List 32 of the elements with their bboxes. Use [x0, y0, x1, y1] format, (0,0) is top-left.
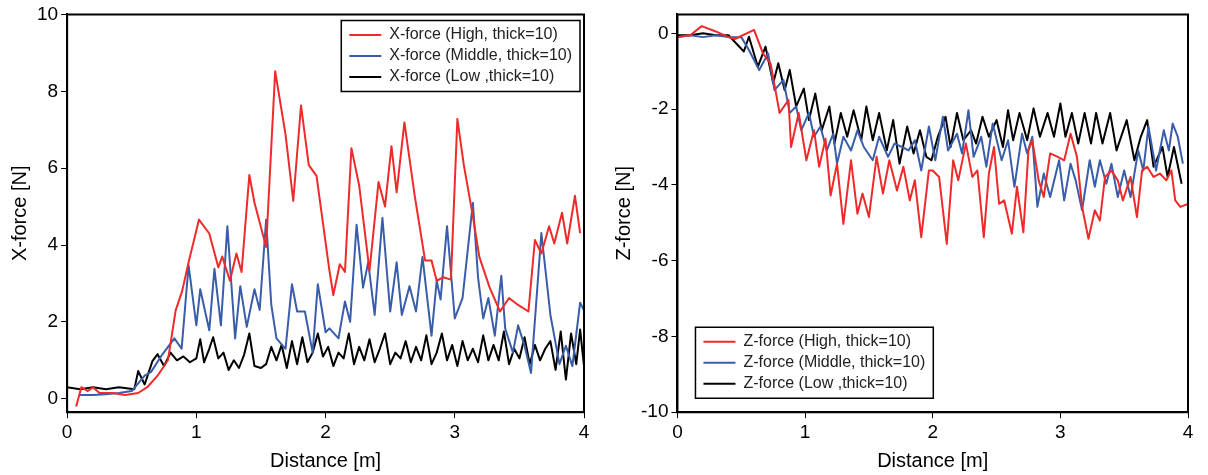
- y-tick-label: -6: [651, 248, 669, 270]
- y-tick-label: 10: [36, 2, 59, 24]
- legend-label: Z-force (Low ,thick=10): [743, 374, 908, 392]
- x-tick-label: 4: [578, 420, 590, 442]
- x-tick-label: 4: [1182, 420, 1194, 442]
- y-tick-label: 4: [47, 233, 59, 255]
- y-tick-label: 6: [47, 156, 59, 178]
- legend-label: X-force (High, thick=10): [389, 25, 558, 43]
- y-tick-label: 8: [47, 79, 59, 101]
- x-tick-label: 3: [1055, 420, 1066, 442]
- y-tick-label: 0: [657, 21, 669, 43]
- x-tick-label: 1: [799, 420, 811, 442]
- y-axis-title: Z-force [N]: [611, 166, 634, 261]
- y-tick-label: -4: [651, 173, 669, 195]
- y-tick-label: -2: [651, 97, 669, 119]
- x-tick-label: 1: [191, 420, 202, 442]
- legend-label: X-force (Low ,thick=10): [389, 67, 555, 85]
- x-tick-label: 2: [927, 420, 939, 442]
- y-tick-label: 2: [47, 310, 59, 332]
- x-axis-title: Distance [m]: [877, 448, 989, 471]
- x-tick-label: 0: [672, 420, 683, 442]
- legend-label: Z-force (High, thick=10): [743, 332, 912, 350]
- y-tick-label: -10: [640, 400, 669, 422]
- y-axis-title: X-force [N]: [7, 165, 30, 262]
- x-axis-title: Distance [m]: [269, 448, 382, 471]
- x-tick-label: 2: [320, 420, 331, 442]
- x-tick-label: 3: [449, 420, 461, 442]
- legend-label: Z-force (Middle, thick=10): [743, 353, 926, 371]
- y-tick-label: 0: [47, 386, 59, 408]
- x-tick-label: 0: [61, 420, 73, 442]
- y-tick-label: -8: [651, 324, 669, 346]
- legend-label: X-force (Middle, thick=10): [389, 46, 572, 64]
